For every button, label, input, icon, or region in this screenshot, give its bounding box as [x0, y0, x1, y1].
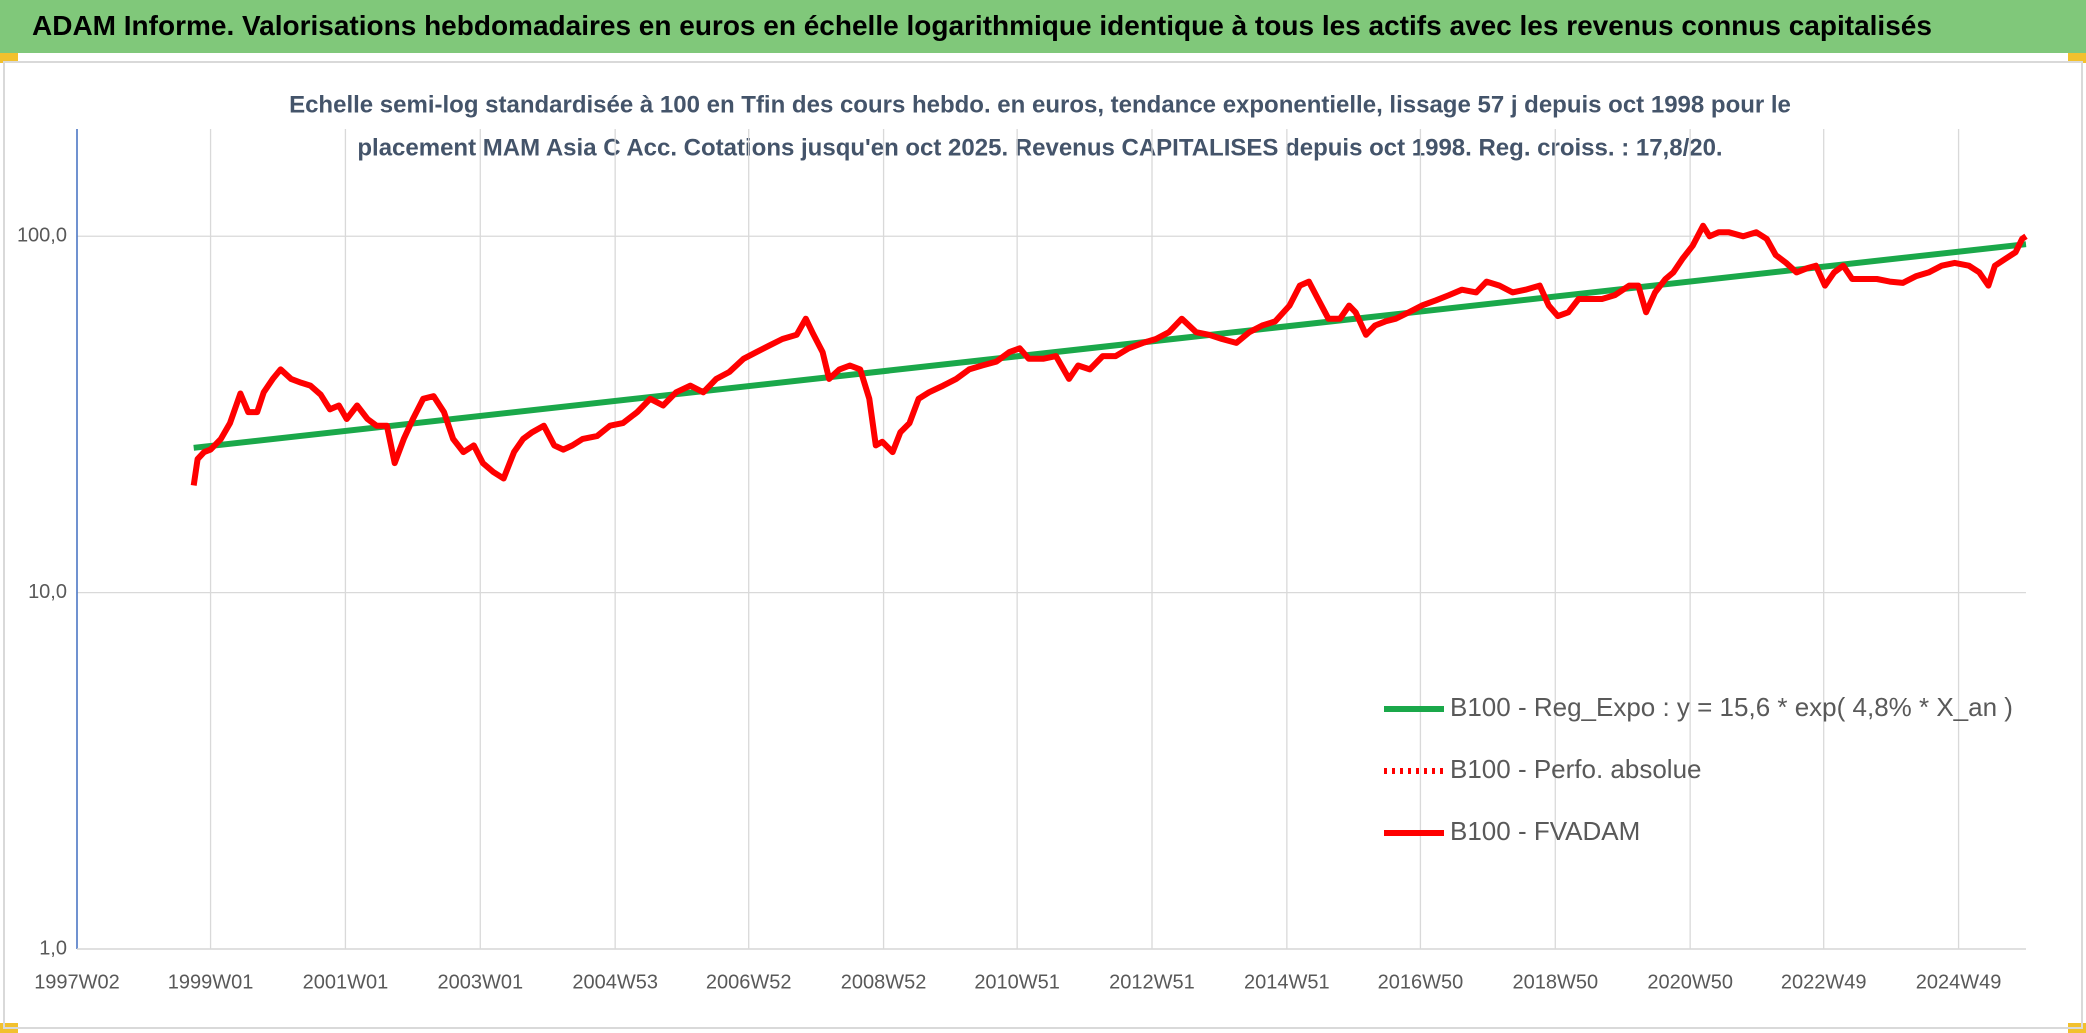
corner-mark [0, 53, 18, 63]
y-tick-label: 10,0 [28, 581, 67, 603]
y-tick-label: 1,0 [39, 937, 67, 959]
chart-subtitle: placement MAM Asia C Acc. Cotations jusq… [357, 134, 1722, 161]
chart-subtitle: Echelle semi-log standardisée à 100 en T… [289, 91, 1791, 118]
x-tick-label: 2018W50 [1512, 971, 1598, 993]
chart-border [3, 61, 2083, 1029]
x-tick-label: 2020W50 [1647, 971, 1733, 993]
data-line [193, 241, 2027, 451]
legend-label: B100 - Reg_Expo : y = 15,6 * exp( 4,8% *… [1450, 692, 2013, 722]
x-tick-label: 2014W51 [1244, 971, 1330, 993]
legend-label: B100 - Perfo. absolue [1450, 754, 1702, 784]
x-tick-label: 2006W52 [706, 971, 792, 993]
x-tick-label: 2012W51 [1109, 971, 1195, 993]
x-tick-label: 2008W52 [841, 971, 927, 993]
y-tick-label: 100,0 [17, 225, 67, 247]
x-tick-label: 2003W01 [437, 971, 523, 993]
x-tick-label: 2022W49 [1781, 971, 1867, 993]
x-tick-label: 2004W53 [572, 971, 658, 993]
x-tick-label: 2001W01 [303, 971, 389, 993]
x-tick-label: 2024W49 [1916, 971, 2002, 993]
header-bar: ADAM Informe. Valorisations hebdomadaire… [0, 0, 2086, 53]
x-tick-label: 1997W02 [34, 971, 120, 993]
header-title: ADAM Informe. Valorisations hebdomadaire… [32, 10, 1932, 41]
corner-mark [2068, 53, 2086, 63]
legend-label: B100 - FVADAM [1450, 816, 1640, 846]
x-tick-label: 2016W50 [1378, 971, 1464, 993]
x-tick-label: 2010W51 [974, 971, 1060, 993]
data-line [190, 222, 2028, 486]
x-tick-label: 1999W01 [168, 971, 254, 993]
